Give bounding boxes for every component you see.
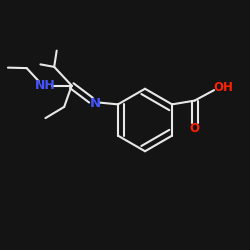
Text: OH: OH bbox=[214, 81, 234, 94]
Text: NH: NH bbox=[35, 78, 56, 92]
Text: O: O bbox=[189, 122, 199, 135]
Text: N: N bbox=[90, 96, 101, 110]
